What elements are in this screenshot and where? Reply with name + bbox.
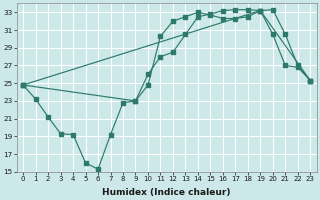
X-axis label: Humidex (Indice chaleur): Humidex (Indice chaleur): [102, 188, 231, 197]
